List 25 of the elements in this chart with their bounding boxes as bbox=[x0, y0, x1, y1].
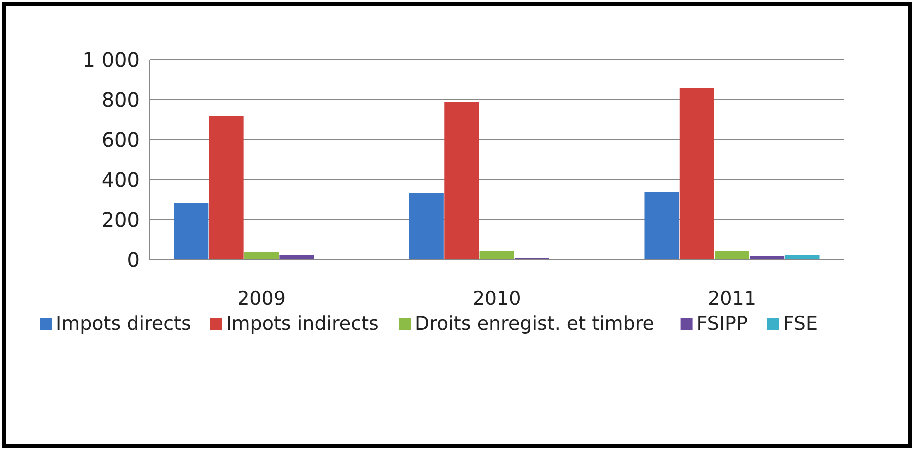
bar bbox=[680, 88, 714, 260]
bar bbox=[409, 193, 444, 260]
x-tick-label: 2010 bbox=[472, 288, 522, 310]
y-tick-label: 400 bbox=[102, 168, 140, 192]
bar bbox=[280, 255, 314, 260]
y-tick-label: 600 bbox=[102, 128, 140, 152]
legend-label: FSE bbox=[783, 313, 818, 335]
y-tick-label: 800 bbox=[102, 88, 140, 112]
x-tick-label: 2009 bbox=[238, 288, 286, 310]
y-tick-label: 0 bbox=[127, 248, 140, 272]
y-tick-label: 200 bbox=[102, 208, 140, 232]
legend-label: FSIPP bbox=[696, 313, 748, 335]
bar bbox=[644, 192, 680, 260]
bar bbox=[785, 255, 820, 260]
bar bbox=[444, 102, 480, 260]
bar bbox=[174, 203, 209, 260]
bar bbox=[244, 252, 279, 260]
legend-label: Droits enregist. et timbre bbox=[415, 313, 654, 335]
bar bbox=[480, 251, 514, 260]
bar bbox=[715, 251, 750, 260]
legend-label: Impots directs bbox=[56, 313, 192, 335]
bar bbox=[209, 116, 244, 260]
x-tick-label: 2011 bbox=[708, 288, 756, 310]
legend-label: Impots indirects bbox=[226, 313, 379, 335]
y-tick-label: 1 000 bbox=[82, 48, 140, 72]
